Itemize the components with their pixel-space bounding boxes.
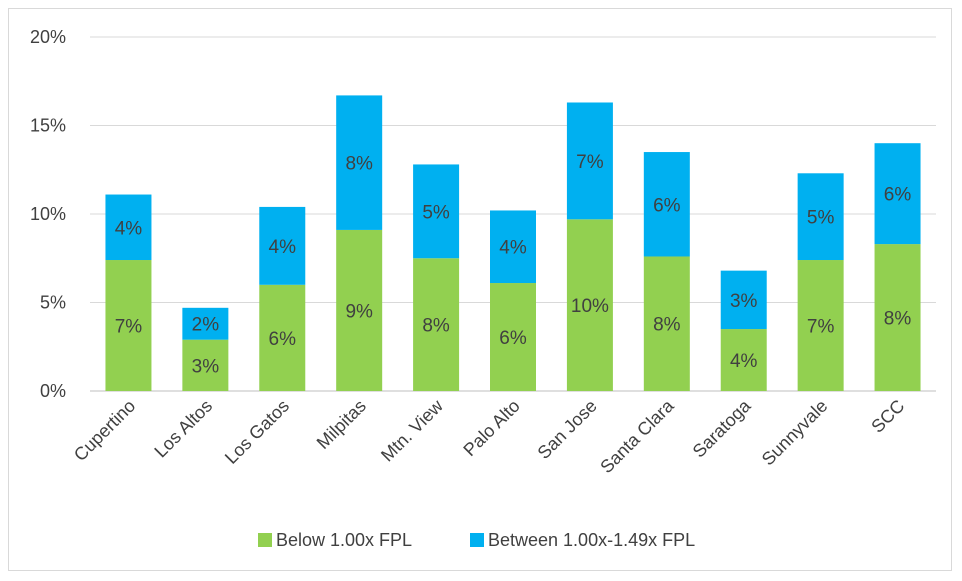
x-tick-label: Mtn. View bbox=[377, 395, 447, 465]
bar-segment bbox=[797, 173, 844, 261]
data-label: 3% bbox=[192, 356, 220, 377]
bar-segment bbox=[720, 270, 767, 330]
x-tick-label: SCC bbox=[867, 396, 908, 437]
y-tick-label: 20% bbox=[30, 27, 66, 47]
bar-segment bbox=[413, 164, 460, 259]
bar-segment bbox=[336, 229, 383, 391]
bar-segment bbox=[259, 284, 306, 391]
bar-segment bbox=[874, 244, 921, 391]
bar-segment bbox=[874, 143, 921, 245]
x-tick-label: Los Gatos bbox=[221, 396, 293, 468]
bar-segment bbox=[182, 339, 229, 391]
data-label: 7% bbox=[115, 317, 143, 338]
x-tick-label: Palo Alto bbox=[459, 396, 523, 460]
data-label: 8% bbox=[884, 309, 912, 330]
x-axis: Cupertino Los Altos Los Gatos Milpitas Mtn. … bbox=[70, 395, 908, 477]
data-label: 7% bbox=[576, 152, 604, 173]
data-label: 9% bbox=[345, 301, 373, 322]
bar-segment bbox=[643, 256, 690, 391]
legend-label: Between 1.00x-1.49x FPL bbox=[488, 530, 695, 550]
data-label: 5% bbox=[807, 208, 835, 229]
bar-segment bbox=[105, 194, 152, 261]
data-label: 4% bbox=[730, 351, 758, 372]
x-tick-label: Sunnyvale bbox=[758, 396, 832, 470]
bar-segment bbox=[259, 206, 306, 285]
bars bbox=[105, 95, 921, 391]
x-tick-label: Los Altos bbox=[150, 396, 216, 462]
data-label: 7% bbox=[807, 317, 835, 338]
data-label: 6% bbox=[499, 328, 527, 349]
y-tick-label: 15% bbox=[30, 116, 66, 136]
legend-swatch bbox=[258, 533, 272, 547]
data-label: 6% bbox=[884, 185, 912, 206]
x-tick-label: Milpitas bbox=[313, 396, 370, 453]
legend-label: Below 1.00x FPL bbox=[276, 530, 412, 550]
bar-segment bbox=[797, 260, 844, 391]
x-tick-label: Saratoga bbox=[689, 395, 755, 461]
data-label: 6% bbox=[653, 195, 681, 216]
bar-segment bbox=[566, 102, 613, 220]
bar-segment bbox=[643, 152, 690, 257]
data-label: 8% bbox=[422, 316, 450, 337]
bar-segment bbox=[182, 307, 229, 340]
bar-segment bbox=[566, 219, 613, 391]
x-tick-label: San Jose bbox=[534, 396, 601, 463]
data-label: 8% bbox=[653, 315, 681, 336]
bar-segment bbox=[720, 329, 767, 391]
y-tick-label: 0% bbox=[40, 381, 66, 401]
data-label: 4% bbox=[499, 238, 527, 259]
x-tick-label: Cupertino bbox=[70, 396, 139, 465]
y-tick-label: 10% bbox=[30, 204, 66, 224]
x-tick-label: Santa Clara bbox=[596, 395, 678, 477]
data-label: 3% bbox=[730, 291, 758, 312]
bar-segment bbox=[490, 210, 536, 284]
legend-swatch bbox=[470, 533, 484, 547]
data-label: 5% bbox=[422, 202, 450, 223]
data-label: 6% bbox=[269, 329, 297, 350]
data-labels: 7% 4% 3% 2% 6% 4% 9% 8% 8% 5% 6% 4% 10% 7% 8% 6% 4% 3% 7% 5… bbox=[115, 152, 912, 377]
bar-segment bbox=[413, 258, 460, 391]
legend: Below 1.00x FPL Between 1.00x-1.49x FPL bbox=[258, 530, 695, 550]
data-label: 4% bbox=[115, 218, 143, 239]
chart-frame bbox=[8, 8, 952, 571]
data-label: 10% bbox=[571, 296, 609, 317]
data-label: 8% bbox=[345, 154, 373, 175]
bar-segment bbox=[105, 260, 152, 391]
data-label: 4% bbox=[269, 237, 297, 258]
y-tick-label: 5% bbox=[40, 293, 66, 313]
bar-segment bbox=[336, 95, 383, 230]
data-label: 2% bbox=[192, 315, 220, 336]
bar-segment bbox=[490, 283, 536, 391]
y-axis: 0% 5% 10% 15% 20% bbox=[30, 27, 66, 401]
